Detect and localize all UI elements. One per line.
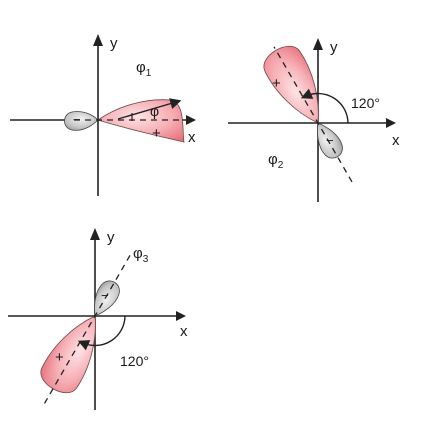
angle-label: 120° <box>120 353 149 369</box>
x-axis-label: x <box>188 129 196 146</box>
negative-sign: − <box>101 288 109 303</box>
x-axis-arrow-icon <box>186 115 196 125</box>
y-axis-arrow-icon <box>90 228 100 240</box>
y-axis-label: y <box>107 229 115 246</box>
y-axis-arrow-icon <box>313 38 323 50</box>
lobe-axis-dashed <box>273 46 353 183</box>
negative-lobe <box>64 111 99 131</box>
positive-lobe <box>40 315 96 394</box>
lobe-axis-dashed <box>42 255 131 407</box>
panel-phi3: + − 120° x y φ3 <box>8 228 188 410</box>
y-axis-label: y <box>330 39 338 56</box>
panel-phi2: + − 120° x y φ2 <box>228 38 400 202</box>
x-axis-arrow-icon <box>176 311 186 321</box>
y-axis-label: y <box>110 35 118 52</box>
x-axis-arrow-icon <box>386 118 396 128</box>
positive-sign: + <box>55 349 64 366</box>
negative-sign: − <box>73 112 81 127</box>
x-axis-label: x <box>392 132 400 149</box>
angle-arc-arrow-icon <box>300 88 349 124</box>
positive-lobe <box>263 45 319 124</box>
positive-sign: + <box>152 125 161 142</box>
x-axis-label: x <box>180 323 188 340</box>
panel-phi1: + − φ x y φ1 <box>10 34 196 196</box>
orbital-label: φ3 <box>133 245 149 265</box>
angle-arc-arrow-icon <box>77 315 126 351</box>
y-axis-arrow-icon <box>93 34 103 46</box>
angle-arc-arrow-icon <box>117 98 182 120</box>
positive-lobe <box>97 99 185 143</box>
angle-label: φ <box>150 103 159 119</box>
orbital-label: φ2 <box>268 151 284 171</box>
orbital-label: φ1 <box>136 59 152 79</box>
negative-sign: − <box>326 133 334 148</box>
angle-label: 120° <box>351 95 380 111</box>
positive-sign: + <box>272 75 281 92</box>
